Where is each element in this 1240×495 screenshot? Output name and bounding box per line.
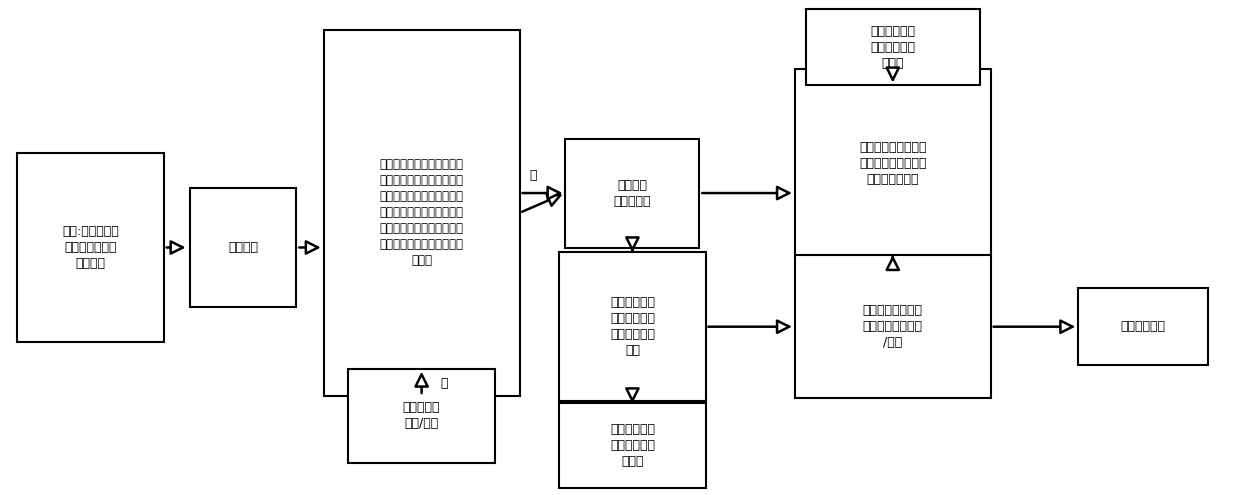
Text: 提示待验证人员按照要求做
出指定动作，通过人脸识别
装置识别待验证人员动作是
否有效；在动作有效情况下
采集样本检测其中酒精成分
含量，检测待验证人员是否
饮酒: 提示待验证人员按照要求做 出指定动作，通过人脸识别 装置识别待验证人员动作是 否… bbox=[379, 158, 464, 267]
Text: 识别为饮酒则验证
不通过，进行报警
/管制: 识别为饮酒则验证 不通过，进行报警 /管制 bbox=[863, 304, 923, 349]
Text: 是: 是 bbox=[440, 377, 448, 390]
Text: 验证通过
可启动车辆: 验证通过 可启动车辆 bbox=[614, 179, 651, 207]
Text: 识别未饮酒则
验证通过，正
常行驶: 识别未饮酒则 验证通过，正 常行驶 bbox=[870, 25, 915, 69]
FancyBboxPatch shape bbox=[565, 139, 699, 248]
FancyBboxPatch shape bbox=[559, 403, 706, 488]
FancyBboxPatch shape bbox=[17, 153, 164, 342]
Text: 提醒重新验证: 提醒重新验证 bbox=[1121, 320, 1166, 333]
FancyBboxPatch shape bbox=[795, 69, 991, 257]
Text: 验证不通过
报警/管制: 验证不通过 报警/管制 bbox=[403, 401, 440, 430]
FancyBboxPatch shape bbox=[1079, 288, 1208, 365]
Text: 开始验证: 开始验证 bbox=[228, 241, 258, 254]
FancyBboxPatch shape bbox=[191, 188, 296, 307]
FancyBboxPatch shape bbox=[806, 8, 980, 85]
Text: 开始:待验证人员
面部正对人脸识
别装置。: 开始:待验证人员 面部正对人脸识 别装置。 bbox=[62, 225, 119, 270]
FancyBboxPatch shape bbox=[795, 255, 991, 398]
Text: 待验证人员人脸离开
镜头后再次返回，进
行持续酒精检验: 待验证人员人脸离开 镜头后再次返回，进 行持续酒精检验 bbox=[859, 141, 926, 186]
Text: 车辆状态由静
止变为行驶，
进行持续酒精
检测: 车辆状态由静 止变为行驶， 进行持续酒精 检测 bbox=[610, 296, 655, 357]
FancyBboxPatch shape bbox=[324, 30, 520, 396]
Text: 识别未饮酒则
验证通过，正
常行驶: 识别未饮酒则 验证通过，正 常行驶 bbox=[610, 423, 655, 468]
Text: 否: 否 bbox=[529, 169, 537, 182]
FancyBboxPatch shape bbox=[348, 369, 495, 463]
FancyBboxPatch shape bbox=[559, 252, 706, 401]
